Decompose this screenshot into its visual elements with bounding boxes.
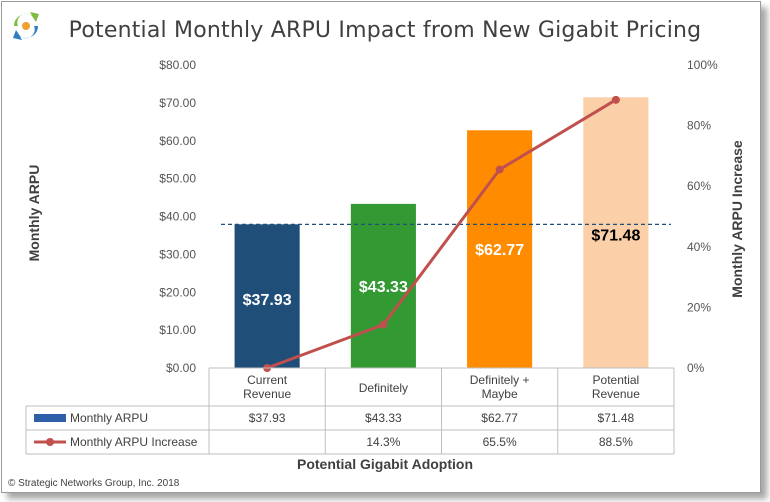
category-label: Current (247, 373, 288, 387)
copyright-text: © Strategic Networks Group, Inc. 2018 (8, 478, 180, 489)
y2-tick-label: 20% (687, 300, 711, 314)
bar (583, 97, 649, 368)
bar-value-label: $43.33 (359, 279, 408, 296)
y2-tick-label: 100% (687, 58, 718, 72)
x-axis-label: Potential Gigabit Adoption (296, 456, 474, 472)
bar (234, 224, 300, 368)
y-tick-label: $10.00 (159, 323, 196, 337)
line-point (611, 95, 620, 104)
y-tick-label: $70.00 (159, 96, 196, 110)
line-point (495, 165, 504, 174)
category-label: Definitely (359, 381, 408, 395)
y-tick-label: $50.00 (159, 172, 196, 186)
table-cell: $37.93 (249, 411, 286, 425)
y-tick-label: $0.00 (166, 361, 196, 375)
legend-swatch-bar (34, 414, 66, 422)
y-tick-label: $30.00 (159, 247, 196, 261)
legend-swatch-marker (46, 438, 54, 446)
y-tick-label: $60.00 (159, 134, 196, 148)
bar-value-label: $62.77 (475, 242, 524, 259)
table-cell: $43.33 (365, 411, 402, 425)
y-tick-label: $40.00 (159, 210, 196, 224)
bar-value-label: $71.48 (591, 227, 640, 244)
category-label: Revenue (592, 387, 640, 401)
table-cell: 14.3% (366, 435, 400, 449)
category-label: Maybe (482, 387, 518, 401)
table-cell: 65.5% (483, 435, 517, 449)
category-label: Potential (593, 373, 640, 387)
table-cell: $71.48 (598, 411, 635, 425)
table-cell: $62.77 (481, 411, 518, 425)
y-tick-label: $80.00 (159, 58, 196, 72)
bar-value-label: $37.93 (243, 292, 292, 309)
series-line (266, 98, 617, 370)
table-cell: 88.5% (599, 435, 633, 449)
line-point (379, 320, 388, 329)
y2-tick-label: 80% (687, 119, 711, 133)
category-label: Revenue (243, 387, 291, 401)
legend-label: Monthly ARPU Increase (70, 435, 198, 449)
company-logo (10, 10, 42, 42)
y-tick-label: $20.00 (159, 285, 196, 299)
chart-title: Potential Monthly ARPU Impact from New G… (68, 18, 702, 43)
y2-tick-label: 0% (687, 361, 705, 375)
y2-tick-label: 60% (687, 179, 711, 193)
y2-tick-label: 40% (687, 240, 711, 254)
legend-label: Monthly ARPU (70, 411, 148, 425)
category-label: Definitely + (470, 373, 530, 387)
bar (350, 203, 416, 368)
